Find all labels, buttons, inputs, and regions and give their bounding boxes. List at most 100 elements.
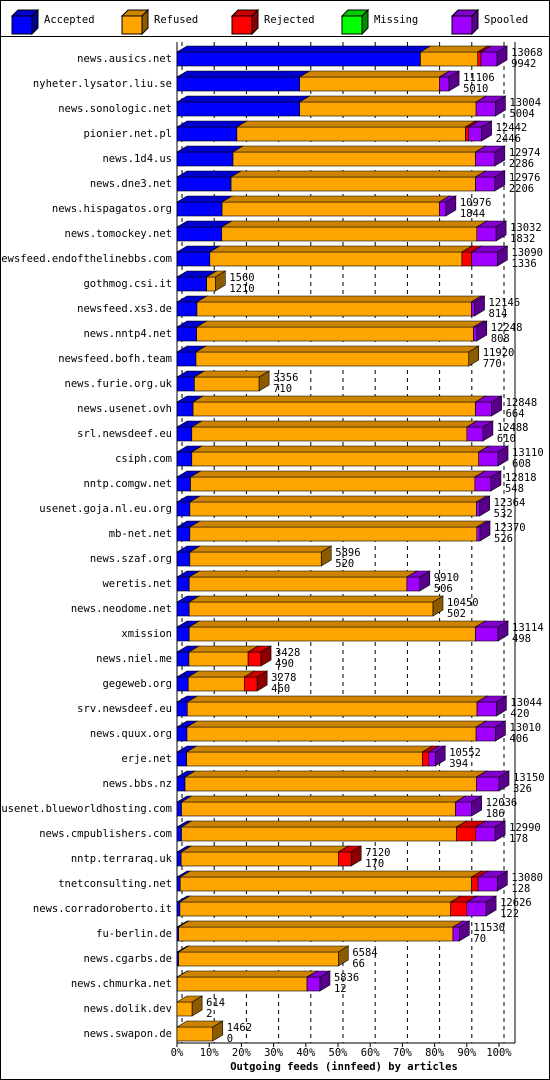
bar-segment	[466, 901, 487, 917]
bar-segment	[188, 601, 434, 617]
bar-segment	[176, 51, 421, 67]
bar-segment	[176, 901, 181, 917]
bar-segment	[230, 176, 476, 192]
x-tick-label: 30%	[264, 1047, 284, 1059]
bar-segment-side	[496, 695, 507, 717]
total-label: 12248	[491, 322, 523, 334]
bar-segment-top	[190, 445, 490, 453]
bar-segment-top	[180, 795, 467, 803]
bar-segment	[176, 626, 190, 642]
total-label: 10552	[449, 747, 481, 759]
accepted-label: 1336	[511, 258, 536, 270]
bar-segment	[461, 251, 472, 267]
bar-segment	[476, 501, 480, 517]
accepted-label: 170	[365, 858, 384, 870]
bar-segment-top	[188, 570, 418, 578]
accepted-label: 532	[494, 508, 513, 520]
y-tick-label: xmission	[121, 628, 172, 640]
legend-label: Rejected	[264, 14, 315, 26]
bar-segment	[176, 701, 188, 717]
total-label: 1462	[227, 1022, 252, 1034]
accepted-label: 2206	[509, 183, 534, 195]
bar-segment-top	[192, 395, 487, 403]
bar-segment-side	[320, 545, 332, 567]
bar-segment	[406, 576, 421, 592]
y-tick-label: news.niel.me	[96, 653, 172, 665]
y-tick-label: nntp.comgw.net	[83, 478, 172, 490]
bar-segment-top	[187, 670, 256, 678]
accepted-label: 1832	[510, 233, 535, 245]
accepted-label: 664	[506, 408, 525, 420]
bar-segment-top	[175, 145, 245, 153]
bar-segment-side	[212, 1020, 224, 1042]
accepted-label: 186	[486, 808, 505, 820]
bar-segment-side	[448, 70, 460, 92]
y-tick-label: news.cmpublishers.com	[39, 828, 172, 840]
y-tick-label: news.usenet.ovh	[77, 403, 172, 415]
bar-segment-side	[495, 95, 506, 117]
bar-segment	[188, 576, 408, 592]
bar-segment-top	[195, 320, 485, 328]
accepted-label: 770	[483, 358, 502, 370]
bar-segment	[299, 101, 477, 117]
bar-segment-top	[175, 45, 432, 53]
bar-segment	[478, 451, 499, 467]
x-tick-label: 70%	[393, 1047, 413, 1059]
bar-segment-side	[494, 145, 506, 167]
bar-segment-top	[188, 520, 488, 528]
bar-segment	[176, 401, 194, 417]
legend-swatch	[141, 8, 149, 36]
accepted-label: 128	[511, 883, 530, 895]
bar-segment	[466, 426, 484, 442]
bar-segment-side	[258, 370, 270, 392]
accepted-label: 526	[494, 533, 513, 545]
bar-segment-side	[494, 820, 506, 842]
total-label: 12442	[496, 122, 528, 134]
bar-segment	[176, 726, 188, 742]
total-label: 13080	[511, 872, 543, 884]
bar-segment	[475, 151, 496, 167]
bar-segment	[247, 651, 262, 667]
accepted-label: 808	[491, 333, 510, 345]
total-label: 13114	[512, 622, 544, 634]
bar-segment	[176, 176, 232, 192]
bar-segment	[243, 676, 258, 692]
bar-segment	[338, 851, 352, 867]
accepted-label: 0	[227, 1033, 233, 1045]
bar-segment-side	[468, 345, 480, 367]
bar-segment	[181, 801, 456, 817]
total-label: 13110	[512, 447, 544, 459]
total-label: 11106	[463, 72, 495, 84]
bar-segment	[176, 851, 182, 867]
legend-label: Refused	[154, 14, 198, 26]
bar-segment-top	[231, 145, 487, 153]
bar-segment	[475, 401, 492, 417]
y-tick-label: gegeweb.org	[102, 678, 172, 690]
bar-segment-side	[497, 870, 508, 892]
legend-swatch	[121, 15, 143, 35]
accepted-label: 548	[505, 483, 524, 495]
bar-segment	[471, 301, 475, 317]
y-tick-label: news.ausics.net	[77, 53, 172, 65]
bar-segment	[178, 951, 339, 967]
bar-segment	[189, 526, 478, 542]
bar-segment-top	[189, 470, 486, 478]
bar-segment-side	[482, 420, 494, 442]
bar-segment-side	[319, 970, 331, 992]
bar-segment	[306, 976, 321, 992]
y-tick-label: srv.newsdeef.eu	[77, 703, 172, 715]
y-tick-label: pionier.net.pl	[83, 128, 172, 140]
y-tick-label: news.1d4.us	[102, 153, 172, 165]
x-tick-label: 80%	[425, 1047, 445, 1059]
legend-swatch	[341, 15, 363, 35]
bar-segment-side	[494, 170, 506, 192]
total-label: 9910	[434, 572, 459, 584]
y-tick-label: news.furie.org.uk	[65, 378, 173, 390]
bar-segment	[186, 726, 477, 742]
y-tick-label: news.bbs.nz	[102, 778, 172, 790]
bar-segment-top	[195, 295, 483, 303]
bar-segment	[176, 476, 191, 492]
total-label: 13150	[513, 772, 545, 784]
bar-segment	[465, 126, 470, 142]
